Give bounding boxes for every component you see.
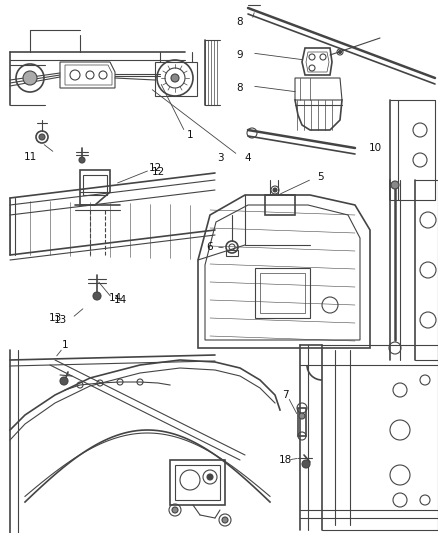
Text: 11: 11 [23, 152, 37, 162]
Text: 6: 6 [207, 242, 213, 252]
Text: 8: 8 [237, 83, 244, 93]
Text: 9: 9 [237, 50, 244, 60]
Text: 13: 13 [48, 313, 62, 323]
Circle shape [339, 51, 342, 53]
Bar [175, 465, 220, 500]
Text: 14: 14 [108, 293, 122, 303]
Circle shape [39, 134, 45, 140]
Text: 4: 4 [245, 153, 251, 163]
Bar [83, 175, 107, 195]
Bar [255, 268, 310, 318]
Bar [265, 195, 295, 215]
Text: 10: 10 [368, 143, 381, 153]
Text: 12: 12 [148, 163, 162, 173]
Circle shape [93, 292, 101, 300]
Text: 18: 18 [279, 455, 292, 465]
Bar [298, 408, 306, 436]
Bar [155, 62, 197, 96]
Text: 8: 8 [237, 17, 244, 27]
Circle shape [23, 71, 37, 85]
Circle shape [171, 74, 179, 82]
Circle shape [299, 413, 305, 419]
Bar [260, 273, 305, 313]
Text: 7: 7 [282, 390, 288, 400]
Circle shape [302, 460, 310, 468]
Circle shape [172, 507, 178, 513]
Circle shape [273, 188, 277, 192]
Text: 5: 5 [317, 172, 323, 182]
Text: 12: 12 [152, 167, 165, 177]
Circle shape [207, 474, 213, 480]
Circle shape [79, 157, 85, 163]
Bar [170, 460, 225, 505]
Text: 3: 3 [217, 153, 223, 163]
Text: 13: 13 [53, 315, 67, 325]
Text: 1: 1 [187, 130, 193, 140]
Circle shape [391, 181, 399, 189]
Bar [226, 250, 238, 256]
Circle shape [222, 517, 228, 523]
Text: 1: 1 [62, 340, 68, 350]
Circle shape [60, 377, 68, 385]
Text: 14: 14 [113, 295, 127, 305]
